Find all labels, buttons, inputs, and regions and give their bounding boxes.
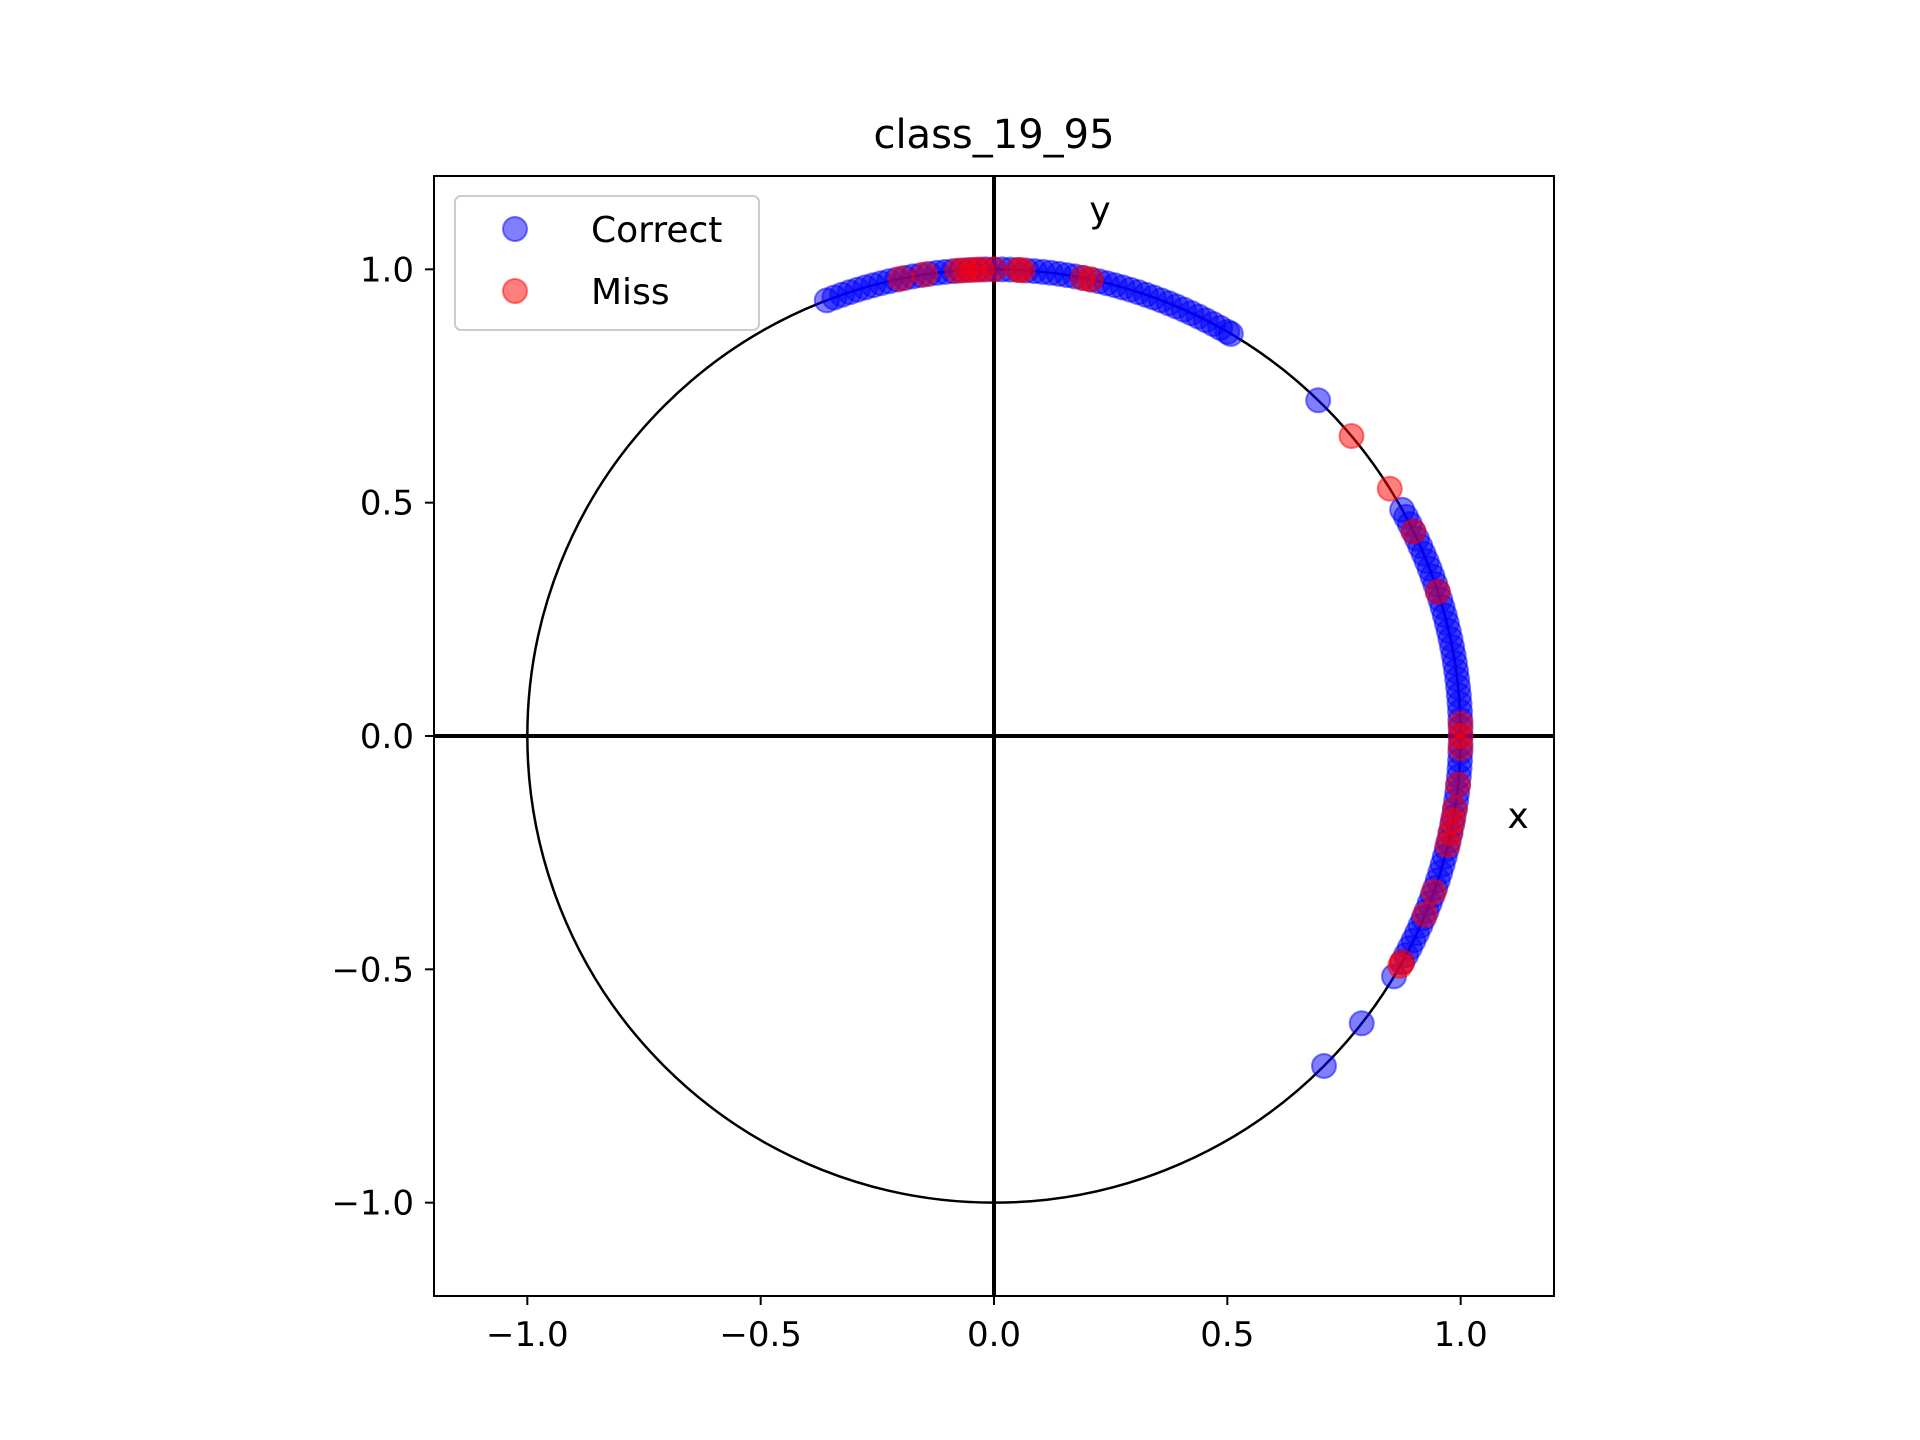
y-axis-annotation: y	[1089, 190, 1110, 231]
y-tick-label: −0.5	[331, 950, 414, 990]
point-miss-24	[1412, 901, 1439, 928]
point-miss-0	[887, 265, 914, 292]
legend-label-correct: Correct	[591, 210, 722, 251]
point-miss-6	[981, 256, 1007, 283]
point-correct-115	[1310, 1052, 1337, 1079]
origin-axes-layer	[434, 176, 1554, 1296]
y-tick-label: 0.5	[360, 484, 414, 524]
x-tick-label: −0.5	[719, 1315, 802, 1355]
x-tick-label: 0.5	[1200, 1315, 1254, 1355]
point-miss-26	[1387, 952, 1414, 979]
ticks-layer: −1.0 −0.5 0.0 0.5 1.0 −1.0 −0.5 0.0 0.5 1.0	[331, 250, 1487, 1355]
points-layer	[813, 256, 1474, 1079]
point-correct-114	[1348, 1010, 1375, 1037]
chart-title: class_19_95	[873, 112, 1114, 158]
legend-label-miss: Miss	[591, 272, 670, 313]
legend-marker-correct	[502, 216, 528, 242]
point-miss-11	[1338, 423, 1365, 450]
x-tick-label: −1.0	[486, 1315, 569, 1355]
point-miss-14	[1424, 578, 1451, 605]
point-miss-23	[1420, 878, 1447, 905]
point-miss-1	[912, 261, 939, 288]
y-tick-label: −1.0	[331, 1184, 414, 1224]
x-axis-annotation: x	[1507, 796, 1528, 837]
legend-box	[454, 195, 760, 331]
point-miss-13	[1400, 518, 1427, 545]
point-correct-52	[1217, 320, 1244, 347]
point-miss-12	[1376, 475, 1403, 502]
x-tick-label: 1.0	[1434, 1315, 1488, 1355]
point-miss-17	[1447, 735, 1474, 762]
legend-marker-miss	[502, 278, 528, 304]
point-miss-18	[1445, 771, 1472, 798]
point-miss-8	[1009, 257, 1036, 284]
point-miss-22	[1434, 831, 1461, 858]
y-tick-label: 0.0	[360, 717, 414, 757]
y-tick-label: 1.0	[360, 250, 414, 290]
legend: Correct Miss	[454, 195, 760, 331]
x-tick-label: 0.0	[967, 1315, 1021, 1355]
point-correct-53	[1305, 387, 1332, 414]
point-miss-10	[1078, 266, 1105, 293]
